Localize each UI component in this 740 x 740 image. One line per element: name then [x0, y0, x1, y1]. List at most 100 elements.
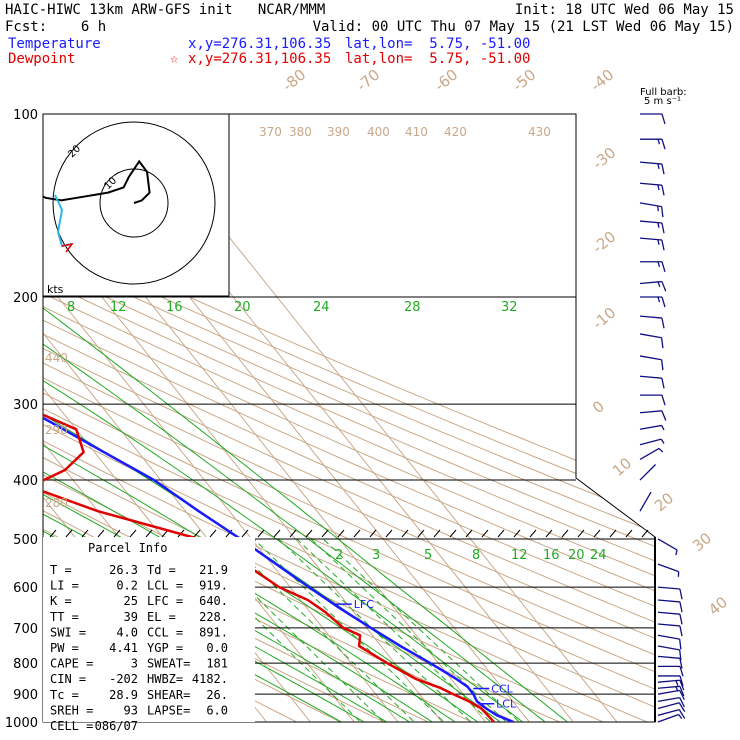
- wind-barb: [657, 645, 680, 651]
- wind-barb: [639, 375, 662, 379]
- parcel-value-left: 26.3: [109, 563, 138, 577]
- wind-barb-flag: [661, 317, 665, 329]
- wind-barb-flag: [679, 680, 685, 691]
- theta-label: 390: [327, 125, 350, 139]
- hatch-mark: [561, 529, 569, 538]
- mixing-ratio-label-bottom: 3: [372, 548, 380, 563]
- temperature-xy: x,y=276.31,106.35: [188, 36, 332, 52]
- wind-barb-flag: [678, 702, 686, 712]
- wind-barb: [657, 708, 680, 716]
- wind-barb: [639, 333, 662, 339]
- wind-barb-flag: [679, 690, 685, 700]
- wind-barb-flag: [679, 675, 684, 687]
- wind-barb: [639, 447, 660, 461]
- wind-barb: [657, 611, 680, 615]
- hatch-mark: [353, 529, 361, 538]
- theta-label: 280: [45, 496, 68, 510]
- dry-adiabat: [43, 114, 655, 722]
- dry-adiabat: [43, 114, 655, 722]
- wind-barb-flag: [679, 658, 683, 669]
- wind-barb: [657, 563, 679, 573]
- wind-barb-half: [675, 549, 678, 556]
- wind-barb-flag: [679, 588, 683, 600]
- wind-barb: [639, 220, 662, 224]
- parcel-label-right: LAPSE=: [147, 703, 190, 717]
- wind-barb: [657, 538, 678, 551]
- parcel-value-right: 0.0: [206, 641, 228, 655]
- parcel-value-left: 0.2: [116, 579, 138, 593]
- hatch-mark: [513, 529, 521, 538]
- parcel-label-left: Tc =: [50, 688, 79, 702]
- hatch-mark: [241, 529, 249, 538]
- wind-barb-half: [660, 438, 665, 444]
- pressure-label-200: 200: [13, 291, 38, 306]
- dry-adiabat: [43, 114, 655, 722]
- hatch-mark: [193, 529, 201, 538]
- hatch-mark: [145, 529, 153, 538]
- theta-label: 380: [289, 125, 312, 139]
- hatch-mark: [529, 529, 537, 538]
- hodograph-trace: [43, 159, 151, 204]
- wind-barb-flag: [661, 281, 667, 292]
- wind-barb: [639, 161, 662, 165]
- wind-barb-flag: [661, 206, 664, 218]
- hatch-mark: [65, 529, 73, 538]
- wind-barb-half: [661, 425, 665, 431]
- hodograph-surface: [61, 242, 74, 253]
- level-label-lcl: LCL: [496, 698, 517, 711]
- parcel-label-right: HWBZ=: [147, 672, 183, 686]
- header-line1-left: HAIC-HIWC 13km ARW-GFS init NCAR/MMM: [5, 2, 326, 18]
- wind-barb-flag: [661, 394, 666, 406]
- wind-barb-half: [657, 138, 661, 145]
- wind-barb-flag: [661, 185, 665, 196]
- hatch-mark: [593, 529, 601, 538]
- wind-barb: [657, 623, 680, 627]
- mixing-ratio-line: [226, 538, 429, 722]
- temperature-latlon: lat,lon= 5.75, -51.00: [345, 36, 531, 52]
- hatch-mark: [113, 529, 121, 538]
- parcel-value-right: 640.: [199, 594, 228, 608]
- moist-adiabat: [43, 268, 584, 722]
- parcel-value-right: 919.: [199, 579, 228, 593]
- dry-adiabat: [43, 114, 655, 722]
- wind-barb: [657, 702, 680, 710]
- wind-barb: [639, 202, 662, 208]
- mixing-ratio-label-bottom: 12: [511, 548, 528, 563]
- wind-barb-flag: [661, 138, 666, 150]
- mixing-ratio-label-top: 12: [110, 300, 127, 315]
- dry-adiabat: [43, 114, 655, 722]
- wind-barb-half: [675, 680, 679, 686]
- dewpoint-star-icon: ☆: [170, 51, 179, 67]
- wind-barb-flag: [661, 378, 665, 389]
- pressure-label-100: 100: [13, 108, 38, 123]
- isotherm-line: [0, 114, 4, 722]
- wind-barb-half: [657, 163, 660, 169]
- wind-barb-flag: [679, 614, 683, 625]
- mixing-ratio-label-bottom: 16: [543, 548, 560, 563]
- wind-barb: [639, 315, 662, 319]
- hatch-mark: [625, 529, 633, 538]
- isotherm-label: -20: [589, 228, 619, 258]
- wind-barb: [657, 689, 680, 695]
- hatch-mark: [497, 529, 505, 538]
- pressure-label-1000: 1000: [5, 716, 38, 731]
- wind-barb: [657, 586, 680, 590]
- hatch-mark: [289, 529, 297, 538]
- isotherm-label: 20: [651, 489, 677, 515]
- wind-barb: [639, 424, 662, 430]
- isotherm-label: 40: [705, 593, 731, 619]
- mixing-ratio-line: [197, 538, 398, 722]
- hodograph-units: kts: [47, 283, 64, 296]
- parcel-label-right: YGP =: [147, 641, 183, 655]
- parcel-value-left: 39: [124, 610, 138, 624]
- wind-barb-flag: [661, 296, 666, 308]
- mixing-ratio-line: [296, 538, 505, 722]
- wind-barb-half: [657, 184, 660, 191]
- mixing-ratio-label-top: 8: [67, 300, 75, 315]
- parcel-label-left: CELL =: [50, 719, 93, 733]
- parcel-value-left: 93: [124, 703, 138, 717]
- parcel-label-left: SREH =: [50, 703, 93, 717]
- isotherm-label: -60: [431, 66, 461, 96]
- dry-adiabat: [43, 114, 655, 722]
